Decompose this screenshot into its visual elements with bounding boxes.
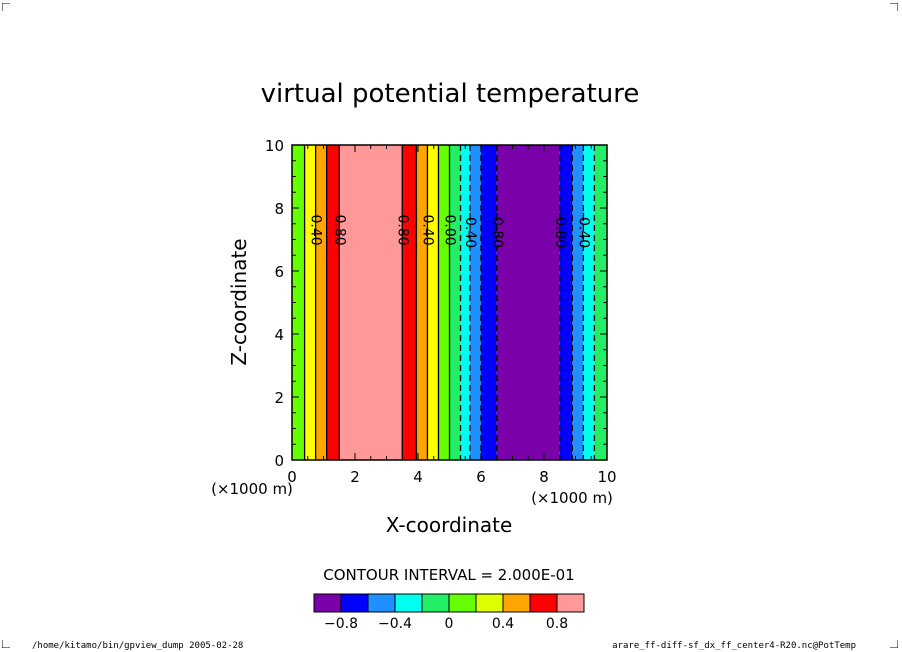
contour-label: -0.80 (489, 212, 505, 248)
y-tick-label: 10 (265, 137, 284, 155)
contour-band (496, 145, 560, 460)
colorbar-swatch (502, 593, 531, 613)
chart-title: virtual potential temperature (261, 79, 640, 109)
colorbar-swatch (475, 593, 504, 613)
contour-label: -0.40 (575, 212, 591, 248)
x-tick-label: 0 (287, 468, 297, 486)
colorbar-tick-label: 0 (445, 616, 454, 632)
contour-band (339, 145, 403, 460)
x-tick-label: 2 (350, 468, 360, 486)
contour-band (481, 145, 497, 460)
y-tick-label: 6 (274, 263, 284, 281)
contour-label: 0.80 (331, 214, 347, 245)
colorbar-swatch (556, 593, 585, 613)
contour-label: -0.40 (462, 212, 478, 248)
contour-band (469, 145, 481, 460)
axis-ticks: 0 2 4 6 8 10 0 2 4 6 8 10 (265, 137, 617, 486)
x-tick-label: 6 (476, 468, 486, 486)
contour-band (572, 145, 584, 460)
contour-band (416, 145, 428, 460)
x-tick-label: 10 (597, 468, 616, 486)
x-tick-label: 8 (539, 468, 549, 486)
filled-bands (292, 145, 607, 460)
colorbar-swatch (448, 593, 477, 613)
corner-mark-top-left (2, 3, 10, 11)
contour-label: 0.80 (394, 214, 410, 245)
contour-band (449, 145, 461, 460)
contour-band (326, 145, 340, 460)
colorbar-tick-label: 0.8 (546, 616, 568, 632)
contour-label: -0.80 (552, 212, 568, 248)
corner-mark-bottom-right (890, 640, 898, 648)
contour-label: 0.40 (419, 214, 435, 245)
contour-band (402, 145, 417, 460)
x-tick-label: 4 (413, 468, 423, 486)
colorbar-swatch (529, 593, 558, 613)
footer-left-text: /home/kitamo/bin/gpview_dump 2005-02-28 (32, 641, 244, 651)
corner-mark-bottom-left (2, 640, 10, 648)
contour-labels: 0.40 0.80 0.80 0.40 0.00 -0.40 -0.80 -0.80 -0.40 (308, 212, 592, 248)
contour-band (438, 145, 450, 460)
colorbar-tick-label: −0.4 (378, 616, 412, 632)
colorbar-tick-label: 0.4 (492, 616, 514, 632)
corner-mark-top-right (890, 3, 898, 11)
contour-band (304, 145, 316, 460)
contour-label: 0.40 (308, 214, 324, 245)
colorbar-swatch (367, 593, 396, 613)
contour-label: 0.00 (442, 214, 458, 245)
contour-band (427, 145, 439, 460)
y-axis-label: Z-coordinate (227, 238, 251, 365)
colorbar-swatch (340, 593, 369, 613)
contour-interval-text: CONTOUR INTERVAL = 2.000E-01 (323, 566, 574, 584)
colorbar-tick-label: −0.8 (324, 616, 358, 632)
contour-band (583, 145, 595, 460)
contour-band (460, 145, 470, 460)
x-unit-label-left: (×1000 m) (211, 480, 293, 498)
y-tick-label: 2 (274, 389, 284, 407)
contour-band (559, 145, 573, 460)
y-tick-label: 0 (274, 452, 284, 470)
x-axis-label: X-coordinate (386, 513, 513, 537)
contour-lines (303, 145, 596, 460)
x-unit-label-right: (×1000 m) (531, 489, 613, 507)
contour-band (315, 145, 327, 460)
colorbar-swatch (394, 593, 423, 613)
y-tick-label: 8 (274, 200, 284, 218)
footer-right-text: arare_ff-diff-sf_dx_ff_center4-R20.nc@Po… (612, 641, 856, 651)
colorbar: −0.8 −0.4 0 0.4 0.8 (313, 593, 585, 632)
y-tick-label: 4 (274, 326, 284, 344)
colorbar-swatch (421, 593, 450, 613)
colorbar-swatch (313, 593, 342, 613)
